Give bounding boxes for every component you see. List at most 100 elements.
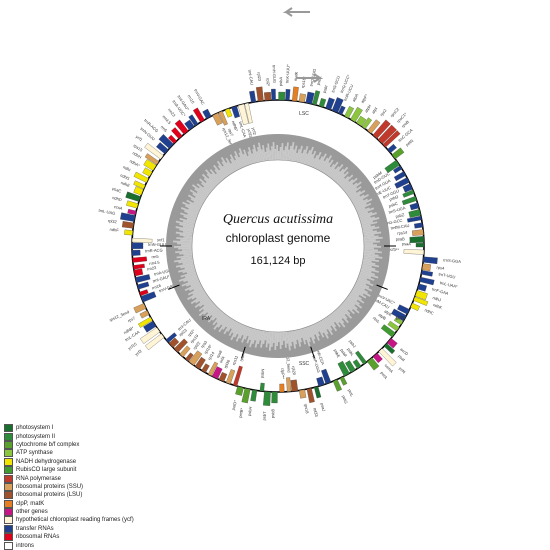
gene-block bbox=[185, 352, 194, 362]
gene-label: trnV-GAC bbox=[158, 282, 176, 293]
gene-label: trnI-GAU* bbox=[152, 274, 170, 284]
gene-label: atpF* bbox=[360, 93, 369, 104]
gc-band bbox=[265, 147, 270, 161]
gc-band bbox=[249, 328, 255, 341]
gc-band bbox=[341, 302, 355, 315]
gene-block bbox=[393, 165, 403, 174]
gene-label: psbZ bbox=[395, 212, 405, 219]
gc-band bbox=[328, 314, 336, 323]
gene-block bbox=[393, 317, 404, 325]
gc-band bbox=[319, 320, 329, 335]
gene-block bbox=[312, 90, 321, 106]
gene-label: psaC bbox=[112, 186, 123, 194]
gc-band bbox=[326, 316, 338, 332]
gene-block bbox=[131, 237, 153, 243]
gene-label: rpl14 bbox=[207, 350, 216, 361]
legend-item: clpP, matK bbox=[4, 499, 204, 508]
gc-band bbox=[363, 240, 380, 243]
gc-band bbox=[181, 278, 199, 287]
gene-block bbox=[413, 296, 429, 306]
gc-band bbox=[327, 315, 337, 328]
gene-label: psbK bbox=[315, 75, 322, 85]
gc-band bbox=[345, 181, 362, 195]
gene-block bbox=[133, 303, 147, 314]
gc-band bbox=[215, 310, 223, 319]
gc-band bbox=[289, 330, 294, 343]
gc-band bbox=[243, 149, 251, 166]
legend-swatch bbox=[4, 440, 13, 449]
gene-block bbox=[299, 389, 307, 399]
gc-band bbox=[174, 246, 193, 248]
gene-block bbox=[133, 171, 149, 183]
gc-band bbox=[314, 158, 321, 169]
gene-label: ycf1 bbox=[157, 237, 165, 242]
gc-band bbox=[257, 142, 264, 162]
gc-band bbox=[235, 324, 245, 342]
gene-block bbox=[345, 360, 356, 373]
gene-block bbox=[188, 350, 203, 366]
gene-label: ndhK bbox=[432, 302, 443, 310]
gene-label: trnS-UGA bbox=[388, 205, 406, 215]
gc-band bbox=[350, 195, 361, 202]
gc-band bbox=[355, 280, 370, 289]
gc-band bbox=[329, 313, 341, 328]
gc-band bbox=[360, 217, 380, 224]
gene-block bbox=[255, 86, 264, 102]
gene-label: rps11 bbox=[231, 354, 239, 366]
gc-band bbox=[344, 298, 358, 310]
gc-band bbox=[363, 253, 379, 257]
gc-band bbox=[203, 305, 218, 320]
gene-block bbox=[250, 389, 258, 402]
gc-band bbox=[283, 146, 287, 161]
gc-band bbox=[220, 315, 229, 326]
gene-label: trnT-UGU bbox=[438, 271, 456, 279]
gene-block bbox=[298, 93, 307, 103]
gc-band bbox=[195, 291, 206, 299]
gc-band bbox=[281, 143, 284, 161]
gc-band bbox=[300, 149, 306, 164]
legend-swatch bbox=[4, 432, 13, 441]
gc-band bbox=[355, 202, 372, 212]
gc-band bbox=[230, 322, 241, 341]
gene-label: ndhA* bbox=[129, 158, 141, 168]
gc-band bbox=[218, 169, 227, 179]
gene-block bbox=[271, 88, 276, 101]
gene-block bbox=[139, 289, 149, 296]
gene-block bbox=[131, 249, 141, 256]
gene-block bbox=[259, 382, 265, 392]
gc-band bbox=[333, 168, 345, 182]
gene-block bbox=[285, 89, 291, 101]
gc-band bbox=[314, 323, 320, 333]
gc-band bbox=[193, 285, 203, 291]
gc-band bbox=[198, 302, 215, 317]
gc-band bbox=[315, 156, 324, 170]
gene-block bbox=[382, 130, 401, 148]
gc-band bbox=[227, 319, 235, 332]
legend-item: cytochrome b/f complex bbox=[4, 440, 204, 449]
gc-band bbox=[323, 159, 334, 174]
gc-band bbox=[291, 149, 296, 162]
gc-band bbox=[257, 146, 262, 162]
gc-band bbox=[175, 226, 194, 232]
legend-swatch bbox=[4, 524, 13, 533]
gene-block bbox=[249, 90, 257, 103]
gc-band bbox=[241, 326, 249, 343]
gene-block bbox=[142, 167, 153, 177]
gene-block bbox=[218, 372, 228, 382]
gene-label: ndhD bbox=[112, 195, 123, 202]
gc-band bbox=[354, 198, 373, 209]
gene-block bbox=[231, 105, 240, 119]
gene-label: rps4 bbox=[436, 265, 445, 271]
gc-band bbox=[189, 283, 202, 291]
gene-label: cemA bbox=[384, 363, 395, 374]
gene-label: petD* bbox=[231, 399, 239, 410]
legend-label: other genes bbox=[16, 509, 48, 516]
gene-block bbox=[409, 236, 425, 243]
gc-band bbox=[225, 157, 235, 173]
gc-band bbox=[352, 287, 364, 295]
gc-band bbox=[294, 152, 298, 162]
gc-band bbox=[182, 201, 201, 212]
gc-band bbox=[201, 173, 217, 188]
gc-band bbox=[338, 175, 350, 187]
gene-block bbox=[386, 338, 398, 349]
